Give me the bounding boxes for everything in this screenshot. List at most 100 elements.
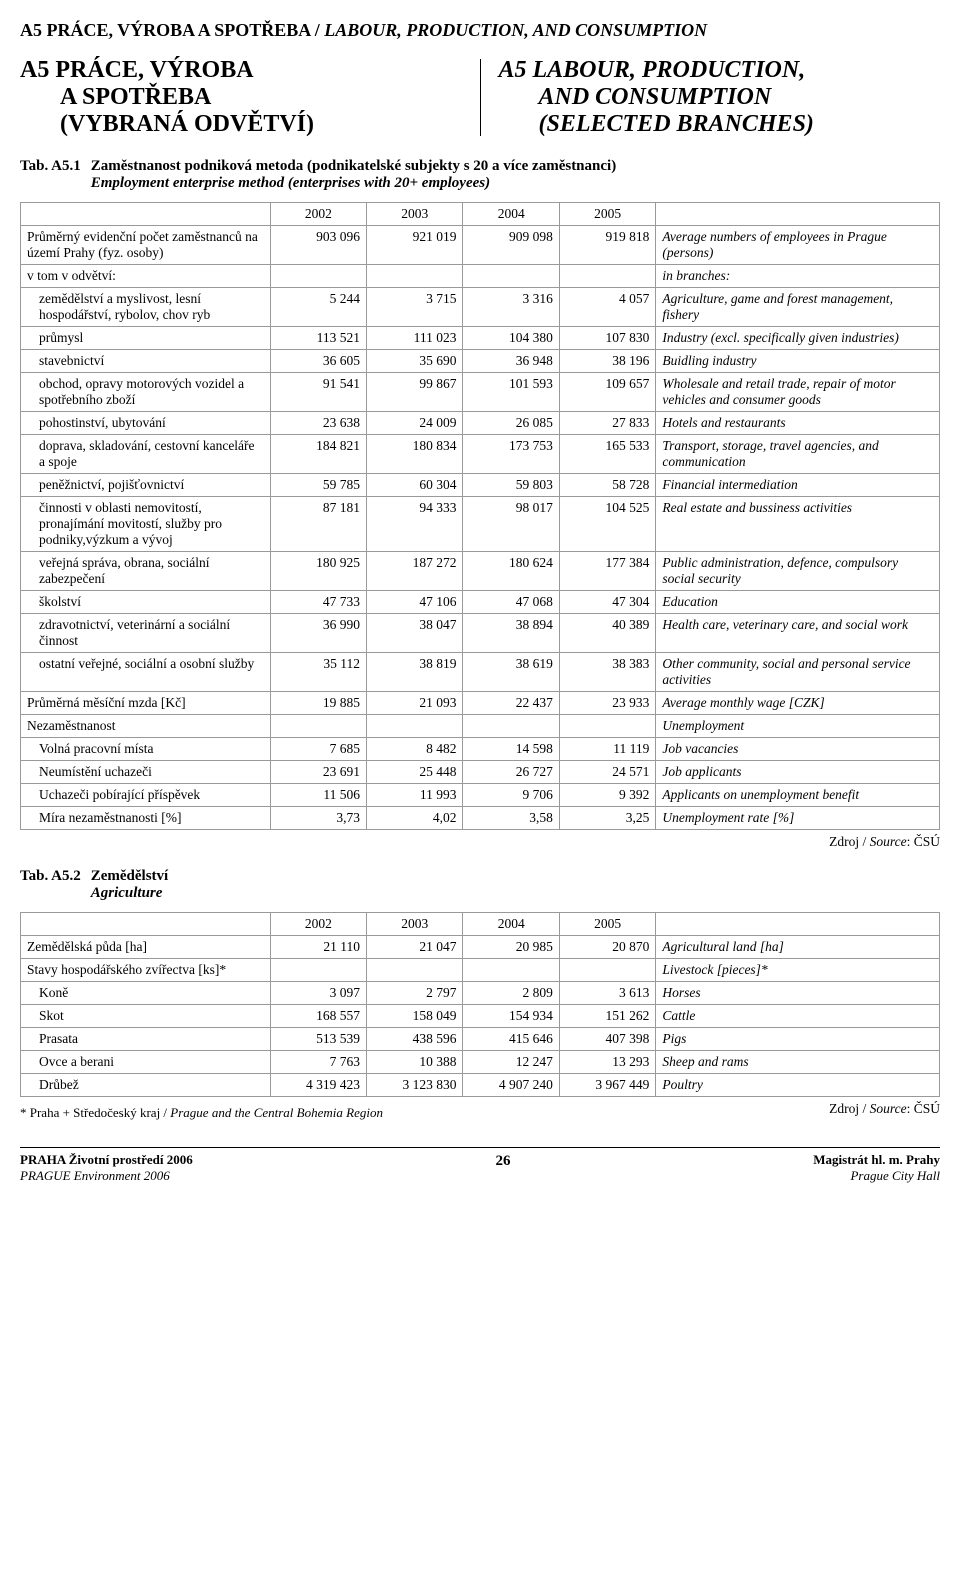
row-label-cz: zemědělství a myslivost, lesní hospodářs… (21, 288, 271, 327)
row-value: 415 646 (463, 1028, 559, 1051)
row-label-cz: Zemědělská půda [ha] (21, 936, 271, 959)
table-row: školství47 73347 10647 06847 304Educatio… (21, 591, 940, 614)
table-row: průmysl113 521111 023104 380107 830Indus… (21, 327, 940, 350)
row-label-en: Job vacancies (656, 738, 940, 761)
footer-right-bold: Magistrát hl. m. Prahy (813, 1152, 940, 1167)
caption-en: Agriculture (91, 885, 168, 902)
row-label-cz: Koně (21, 982, 271, 1005)
row-label-cz: v tom v odvětví: (21, 265, 271, 288)
row-value: 38 819 (367, 653, 463, 692)
row-value: 98 017 (463, 497, 559, 552)
row-value: 5 244 (270, 288, 366, 327)
caption-body: Zemědělství Agriculture (91, 868, 168, 902)
row-label-en: Financial intermediation (656, 474, 940, 497)
row-value: 4 057 (559, 288, 655, 327)
row-value: 919 818 (559, 226, 655, 265)
col-blank (656, 203, 940, 226)
page-footer: PRAHA Životní prostředí 2006 PRAGUE Envi… (20, 1147, 940, 1185)
row-value: 180 925 (270, 552, 366, 591)
row-label-en: Wholesale and retail trade, repair of mo… (656, 373, 940, 412)
row-value: 24 571 (559, 761, 655, 784)
row-value: 8 482 (367, 738, 463, 761)
table-a5-2: 2002200320042005Zemědělská půda [ha]21 1… (20, 912, 940, 1097)
caption-label: Tab. A5.1 (20, 158, 91, 192)
row-label-en: Average monthly wage [CZK] (656, 692, 940, 715)
row-value: 21 110 (270, 936, 366, 959)
footnote-text: * Praha + Středočeský kraj / Prague and … (20, 1105, 383, 1121)
row-label-cz: Průměrný evidenční počet zaměstnanců na … (21, 226, 271, 265)
row-label-en: Agricultural land [ha] (656, 936, 940, 959)
row-label-en: Transport, storage, travel agencies, and… (656, 435, 940, 474)
row-value (463, 715, 559, 738)
row-value: 47 733 (270, 591, 366, 614)
row-value: 407 398 (559, 1028, 655, 1051)
row-label-en: Health care, veterinary care, and social… (656, 614, 940, 653)
table-row: zemědělství a myslivost, lesní hospodářs… (21, 288, 940, 327)
row-value: 165 533 (559, 435, 655, 474)
row-value: 158 049 (367, 1005, 463, 1028)
page-number: 26 (496, 1152, 511, 1185)
title-en: A5 LABOUR, PRODUCTION, AND CONSUMPTION (… (499, 57, 941, 138)
page: A5 PRÁCE, VÝROBA A SPOTŘEBA / LABOUR, PR… (20, 0, 940, 1215)
table-row: obchod, opravy motorových vozidel a spot… (21, 373, 940, 412)
row-value (270, 959, 366, 982)
row-value: 22 437 (463, 692, 559, 715)
row-label-en: Poultry (656, 1074, 940, 1097)
row-value: 59 803 (463, 474, 559, 497)
row-label-cz: Prasata (21, 1028, 271, 1051)
row-label-en: Pigs (656, 1028, 940, 1051)
row-value: 59 785 (270, 474, 366, 497)
table-row: peněžnictví, pojišťovnictví59 78560 3045… (21, 474, 940, 497)
row-value: 109 657 (559, 373, 655, 412)
row-label-cz: Uchazeči pobírající příspěvek (21, 784, 271, 807)
row-value: 24 009 (367, 412, 463, 435)
row-value: 20 870 (559, 936, 655, 959)
row-label-cz: ostatní veřejné, sociální a osobní služb… (21, 653, 271, 692)
row-value (559, 715, 655, 738)
row-value: 903 096 (270, 226, 366, 265)
row-value: 151 262 (559, 1005, 655, 1028)
source-italic: Source (870, 1101, 907, 1116)
row-value: 7 685 (270, 738, 366, 761)
table-row: Zemědělská půda [ha]21 11021 04720 98520… (21, 936, 940, 959)
row-value: 168 557 (270, 1005, 366, 1028)
title-cz: A5 PRÁCE, VÝROBA A SPOTŘEBA (VYBRANÁ ODV… (20, 57, 462, 138)
row-value: 3 097 (270, 982, 366, 1005)
row-value: 60 304 (367, 474, 463, 497)
col-year: 2004 (463, 913, 559, 936)
row-value: 47 304 (559, 591, 655, 614)
running-header: A5 PRÁCE, VÝROBA A SPOTŘEBA / LABOUR, PR… (20, 20, 940, 41)
row-value: 111 023 (367, 327, 463, 350)
table-row: Ovce a berani7 76310 38812 24713 293Shee… (21, 1051, 940, 1074)
row-value (367, 265, 463, 288)
table-a5-2-caption: Tab. A5.2 Zemědělství Agriculture (20, 868, 940, 902)
footer-right: Magistrát hl. m. Prahy Prague City Hall (813, 1152, 940, 1185)
row-value: 23 933 (559, 692, 655, 715)
row-value: 107 830 (559, 327, 655, 350)
row-label-cz: Ovce a berani (21, 1051, 271, 1074)
table-row: ostatní veřejné, sociální a osobní služb… (21, 653, 940, 692)
row-label-cz: peněžnictví, pojišťovnictví (21, 474, 271, 497)
row-value: 173 753 (463, 435, 559, 474)
row-value: 58 728 (559, 474, 655, 497)
row-label-cz: činnosti v oblasti nemovitostí, pronajím… (21, 497, 271, 552)
row-value: 4,02 (367, 807, 463, 830)
row-value: 9 392 (559, 784, 655, 807)
row-label-cz: obchod, opravy motorových vozidel a spot… (21, 373, 271, 412)
row-value: 99 867 (367, 373, 463, 412)
header-cz: A5 PRÁCE, VÝROBA A SPOTŘEBA / (20, 20, 324, 40)
row-label-en: Real estate and bussiness activities (656, 497, 940, 552)
title-cz-line: A5 PRÁCE, VÝROBA (20, 57, 462, 84)
row-value: 20 985 (463, 936, 559, 959)
source-text: Zdroj / (829, 834, 870, 849)
row-value: 94 333 (367, 497, 463, 552)
col-year: 2002 (270, 913, 366, 936)
row-value: 154 934 (463, 1005, 559, 1028)
title-en-line: A5 LABOUR, PRODUCTION, (499, 57, 941, 84)
table-row: Uchazeči pobírající příspěvek11 50611 99… (21, 784, 940, 807)
row-value: 3 715 (367, 288, 463, 327)
row-value: 36 605 (270, 350, 366, 373)
row-value (270, 715, 366, 738)
row-value: 104 380 (463, 327, 559, 350)
row-value: 14 598 (463, 738, 559, 761)
